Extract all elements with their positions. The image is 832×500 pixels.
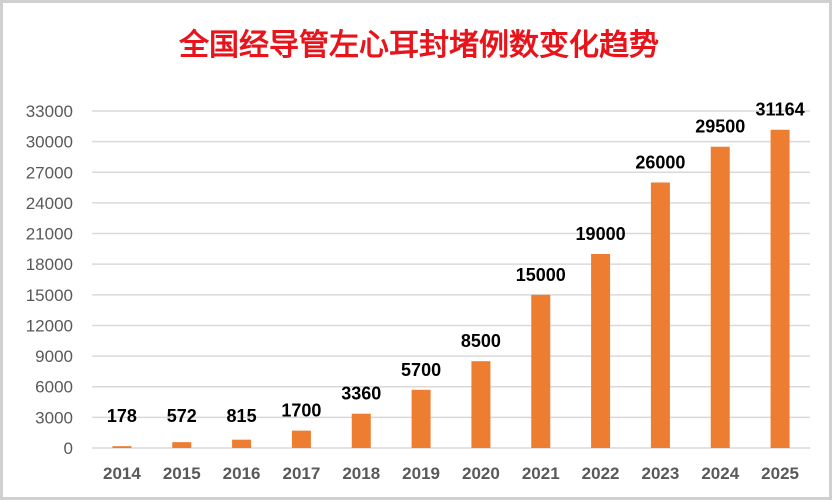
data-label-2022: 19000 xyxy=(576,224,626,244)
data-label-2017: 1700 xyxy=(281,401,321,421)
x-tick-label: 2016 xyxy=(223,464,261,483)
x-tick-label: 2024 xyxy=(701,464,739,483)
y-axis-ticks: 0 3000 6000 9000 12000 15000 18000 21000 24000 27… xyxy=(26,102,73,458)
bar-2021 xyxy=(531,294,551,448)
y-tick-label: 33000 xyxy=(26,102,73,121)
bar-2015 xyxy=(172,442,192,448)
data-label-2016: 815 xyxy=(227,406,257,426)
data-label-2021: 15000 xyxy=(516,265,566,285)
y-tick-label: 3000 xyxy=(35,408,73,427)
bar-2018 xyxy=(351,413,371,448)
bar-2016 xyxy=(232,439,252,448)
bar-2025 xyxy=(770,129,790,448)
bar-chart: 全国经导管左心耳封堵例数变化趋势 0 3000 6000 9000 12000 15000… xyxy=(26,28,810,483)
y-tick-label: 12000 xyxy=(26,316,73,335)
x-tick-label: 2021 xyxy=(522,464,560,483)
y-tick-label: 18000 xyxy=(26,255,73,274)
y-tick-label: 15000 xyxy=(26,286,73,305)
bars xyxy=(112,129,790,448)
data-label-2014: 178 xyxy=(107,406,137,426)
bar-2023 xyxy=(650,182,670,448)
data-label-2015: 572 xyxy=(167,406,197,426)
x-tick-label: 2018 xyxy=(342,464,380,483)
x-tick-label: 2022 xyxy=(582,464,620,483)
bar-2019 xyxy=(411,389,431,448)
bar-2014 xyxy=(112,446,132,448)
y-tick-label: 27000 xyxy=(26,163,73,182)
data-label-2018: 3360 xyxy=(341,384,381,404)
bar-2024 xyxy=(710,146,730,448)
data-label-2020: 8500 xyxy=(461,331,501,351)
y-tick-label: 24000 xyxy=(26,194,73,213)
x-tick-label: 2019 xyxy=(402,464,440,483)
x-tick-label: 2023 xyxy=(642,464,680,483)
bar-2017 xyxy=(291,430,311,448)
y-tick-label: 30000 xyxy=(26,133,73,152)
data-label-2024: 29500 xyxy=(695,117,745,137)
x-tick-label: 2025 xyxy=(761,464,799,483)
x-axis-ticks: 2014 2015 2016 2017 2018 2019 2020 2021 2022 2023… xyxy=(103,464,799,483)
data-label-2023: 26000 xyxy=(635,152,685,172)
y-tick-label: 6000 xyxy=(35,378,73,397)
data-labels: 178 572 815 1700 3360 5700 8500 15000 19000 26000… xyxy=(107,100,805,426)
x-tick-label: 2015 xyxy=(163,464,201,483)
x-tick-label: 2017 xyxy=(283,464,321,483)
y-tick-label: 9000 xyxy=(35,347,73,366)
data-label-2025: 31164 xyxy=(756,100,805,120)
y-tick-label: 21000 xyxy=(26,225,73,244)
x-tick-label: 2020 xyxy=(462,464,500,483)
y-tick-label: 0 xyxy=(64,439,73,458)
data-label-2019: 5700 xyxy=(401,360,441,380)
bar-2022 xyxy=(591,253,611,448)
x-tick-label: 2014 xyxy=(103,464,141,483)
chart-title: 全国经导管左心耳封堵例数变化趋势 xyxy=(178,28,659,63)
bar-2020 xyxy=(471,361,491,448)
gridlines xyxy=(92,110,810,449)
